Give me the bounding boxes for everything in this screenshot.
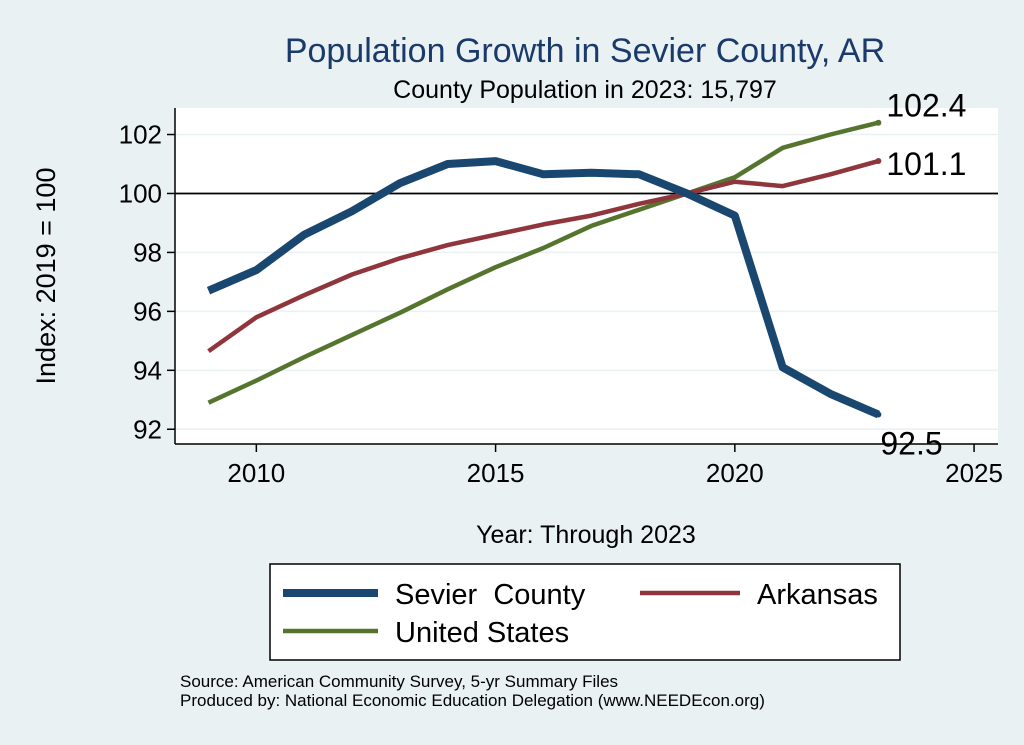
series-line-arkansas: [207, 158, 879, 354]
y-tick-label-98: 98: [133, 237, 162, 267]
series-line-sevier-county: [206, 157, 880, 419]
x-tick-label-2010: 2010: [227, 458, 285, 488]
end-marker-1: [875, 158, 882, 165]
legend-box: [269, 563, 901, 661]
series-line-united-states: [207, 120, 879, 405]
legend-label-0: Sevier County: [395, 579, 586, 611]
x-tick-label-2015: 2015: [467, 458, 525, 488]
end-marker-2: [875, 119, 882, 126]
y-tick-label-92: 92: [133, 414, 162, 444]
legend-label-1: Arkansas: [757, 579, 878, 611]
y-tick-label-102: 102: [119, 120, 162, 150]
x-tick-label-2020: 2020: [706, 458, 764, 488]
y-tick-label-100: 100: [119, 178, 162, 208]
x-tick-label-2025: 2025: [945, 458, 1003, 488]
y-tick-label-94: 94: [133, 355, 162, 385]
end-label-arkansas: 101.1: [886, 146, 966, 182]
produced-by-text: Produced by: National Economic Education…: [180, 691, 765, 710]
source-text: Source: American Community Survey, 5-yr …: [180, 672, 619, 691]
source-notes: Source: American Community Survey, 5-yr …: [180, 672, 765, 710]
end-label-sevier-county: 92.5: [880, 426, 942, 462]
end-label-united-states: 102.4: [886, 88, 966, 124]
chart-title: Population Growth in Sevier County, AR: [285, 32, 885, 70]
chart-subtitle: County Population in 2023: 15,797: [393, 76, 777, 104]
series-lines: [206, 120, 880, 419]
end-marker-0: [875, 411, 882, 418]
axes: 92 94 96 98 100 102 2010 2015 2020 2025: [119, 108, 1003, 488]
legend: Sevier County Arkansas United States: [269, 563, 901, 661]
plot-area: [175, 108, 998, 444]
y-axis-label: Index: 2019 = 100: [31, 168, 61, 385]
x-axis-label: Year: Through 2023: [476, 521, 696, 549]
end-labels: 92.5 101.1 102.4: [875, 88, 966, 462]
y-tick-label-96: 96: [133, 296, 162, 326]
legend-label-2: United States: [395, 617, 569, 649]
